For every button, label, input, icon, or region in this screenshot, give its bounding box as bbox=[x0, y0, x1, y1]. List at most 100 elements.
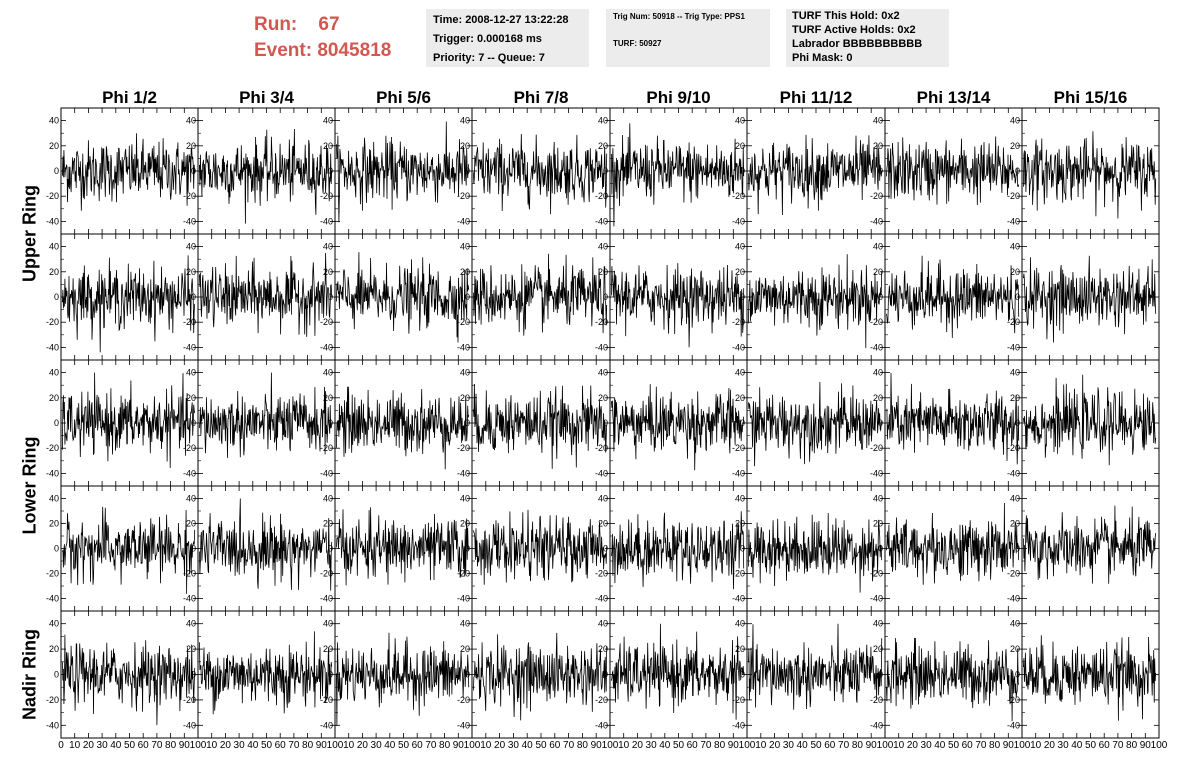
y-tick-label: 0 bbox=[1015, 670, 1020, 680]
x-tick-label: 30 bbox=[234, 740, 246, 751]
y-tick-label: 0 bbox=[328, 418, 333, 428]
x-tick-label: 90 bbox=[591, 740, 603, 751]
y-tick-label: 0 bbox=[465, 418, 470, 428]
x-tick-label: 70 bbox=[838, 740, 850, 751]
waveform-trace bbox=[748, 512, 883, 593]
waveform-trace bbox=[199, 372, 333, 458]
panel-frame bbox=[471, 107, 611, 235]
y-tick-label: -40 bbox=[320, 720, 333, 730]
y-tick-label: 20 bbox=[323, 393, 333, 403]
x-tick-label: 90 bbox=[1003, 740, 1015, 751]
y-tick-label: 0 bbox=[603, 544, 608, 554]
waveform-trace bbox=[62, 372, 196, 468]
panel-r1-c3: 40 20 0 -20 -40 bbox=[320, 107, 473, 235]
waveform-trace bbox=[473, 632, 608, 721]
x-tick-label: 40 bbox=[659, 740, 671, 751]
y-tick-label: -40 bbox=[183, 342, 196, 352]
panel-r5-c6: 40 20 0 -20 -40 bbox=[732, 610, 886, 739]
y-tick-label: 40 bbox=[873, 116, 883, 126]
y-tick-label: 20 bbox=[873, 644, 883, 654]
y-tick-label: 20 bbox=[873, 393, 883, 403]
y-tick-label: 40 bbox=[460, 242, 470, 252]
y-tick-label: 40 bbox=[49, 242, 59, 252]
turf-info-box: TURF This Hold: 0x2 TURF Active Holds: 0… bbox=[786, 9, 949, 67]
panel-r5-c5: 40 20 0 -20 -40 bbox=[595, 610, 748, 739]
y-tick-label: 20 bbox=[598, 141, 608, 151]
y-tick-label: -40 bbox=[595, 720, 608, 730]
y-tick-label: 0 bbox=[1015, 292, 1020, 302]
x-tick-label: 60 bbox=[824, 740, 836, 751]
y-tick-label: -20 bbox=[320, 191, 333, 201]
event-label: Event: bbox=[254, 40, 313, 61]
column-header-4: Phi 7/8 bbox=[513, 88, 569, 107]
waveform-trace bbox=[336, 252, 470, 343]
y-tick-label: -40 bbox=[1007, 342, 1020, 352]
panel-frame bbox=[1021, 107, 1160, 235]
y-tick-label: 0 bbox=[740, 166, 745, 176]
x-tick-label: 10 bbox=[69, 740, 81, 751]
y-tick-label: -40 bbox=[183, 594, 196, 604]
x-tick-label: 100 bbox=[1151, 740, 1168, 751]
y-tick-label: -20 bbox=[46, 317, 59, 327]
y-tick-label: -20 bbox=[183, 191, 196, 201]
waveform-trace bbox=[1023, 255, 1157, 343]
x-tick-label: 40 bbox=[110, 740, 122, 751]
column-header-6: Phi 11/12 bbox=[779, 88, 853, 107]
panel-frame bbox=[884, 359, 1023, 487]
x-tick-label: 20 bbox=[632, 740, 644, 751]
y-tick-label: -20 bbox=[1007, 695, 1020, 705]
x-tick-label: 20 bbox=[1044, 740, 1056, 751]
y-tick-label: -20 bbox=[595, 191, 608, 201]
y-tick-label: 20 bbox=[598, 519, 608, 529]
y-tick-label: -20 bbox=[595, 695, 608, 705]
y-tick-label: -40 bbox=[1007, 720, 1020, 730]
panel-r4-c3: 40 20 0 -20 -40 bbox=[320, 485, 473, 612]
y-tick-label: 20 bbox=[460, 141, 470, 151]
y-tick-label: 0 bbox=[191, 166, 196, 176]
panel-r2-c6: 40 20 0 -20 -40 bbox=[732, 233, 886, 361]
y-tick-label: 40 bbox=[873, 242, 883, 252]
y-tick-label: 20 bbox=[735, 267, 745, 277]
x-tick-label: 10 bbox=[480, 740, 492, 751]
y-tick-label: -40 bbox=[732, 594, 745, 604]
y-tick-label: 0 bbox=[54, 418, 59, 428]
y-tick-label: -40 bbox=[595, 216, 608, 226]
y-tick-label: -40 bbox=[870, 342, 883, 352]
waveform-trace bbox=[473, 133, 608, 215]
y-tick-label: -20 bbox=[183, 317, 196, 327]
panel-r3-c8: 40 20 0 -20 -40 bbox=[1007, 359, 1160, 487]
y-tick-label: 0 bbox=[878, 670, 883, 680]
y-tick-label: -20 bbox=[457, 317, 470, 327]
y-tick-label: 20 bbox=[323, 644, 333, 654]
x-tick-label: 50 bbox=[124, 740, 136, 751]
y-tick-label: -40 bbox=[183, 468, 196, 478]
y-tick-label: 40 bbox=[460, 494, 470, 504]
y-tick-label: -20 bbox=[457, 443, 470, 453]
panel-r5-c7: 40 20 0 -20 -40 bbox=[870, 610, 1023, 739]
waveform-trace bbox=[336, 507, 470, 586]
y-tick-label: 20 bbox=[186, 141, 196, 151]
panel-r5-c8: 40 20 0 -20 -40 bbox=[1007, 610, 1160, 739]
y-tick-label: 40 bbox=[186, 242, 196, 252]
x-tick-label: 20 bbox=[907, 740, 919, 751]
waveform-trace bbox=[611, 123, 745, 227]
x-tick-label: 80 bbox=[165, 740, 177, 751]
waveform-trace bbox=[886, 136, 1020, 206]
y-tick-label: 20 bbox=[186, 267, 196, 277]
panel-r1-c8: 40 20 0 -20 -40 bbox=[1007, 107, 1160, 235]
y-tick-label: -20 bbox=[1007, 569, 1020, 579]
y-tick-label: -40 bbox=[595, 342, 608, 352]
y-tick-label: 40 bbox=[460, 368, 470, 378]
x-tick-label: 80 bbox=[852, 740, 864, 751]
x-tick-label: 30 bbox=[921, 740, 933, 751]
time-info-box: Time: 2008-12-27 13:22:28 Trigger: 0.000… bbox=[426, 9, 589, 67]
panel-r1-c6: 40 20 0 -20 -40 bbox=[732, 107, 886, 235]
turf-active-holds-text: TURF Active Holds: 0x2 bbox=[792, 24, 916, 36]
x-tick-label: 80 bbox=[714, 740, 726, 751]
x-tick-label: 90 bbox=[728, 740, 740, 751]
y-tick-label: -40 bbox=[457, 342, 470, 352]
y-tick-label: 20 bbox=[598, 267, 608, 277]
y-tick-label: -20 bbox=[183, 443, 196, 453]
panel-r4-c2: 40 20 0 -20 -40 bbox=[183, 485, 336, 612]
y-tick-label: 20 bbox=[873, 141, 883, 151]
